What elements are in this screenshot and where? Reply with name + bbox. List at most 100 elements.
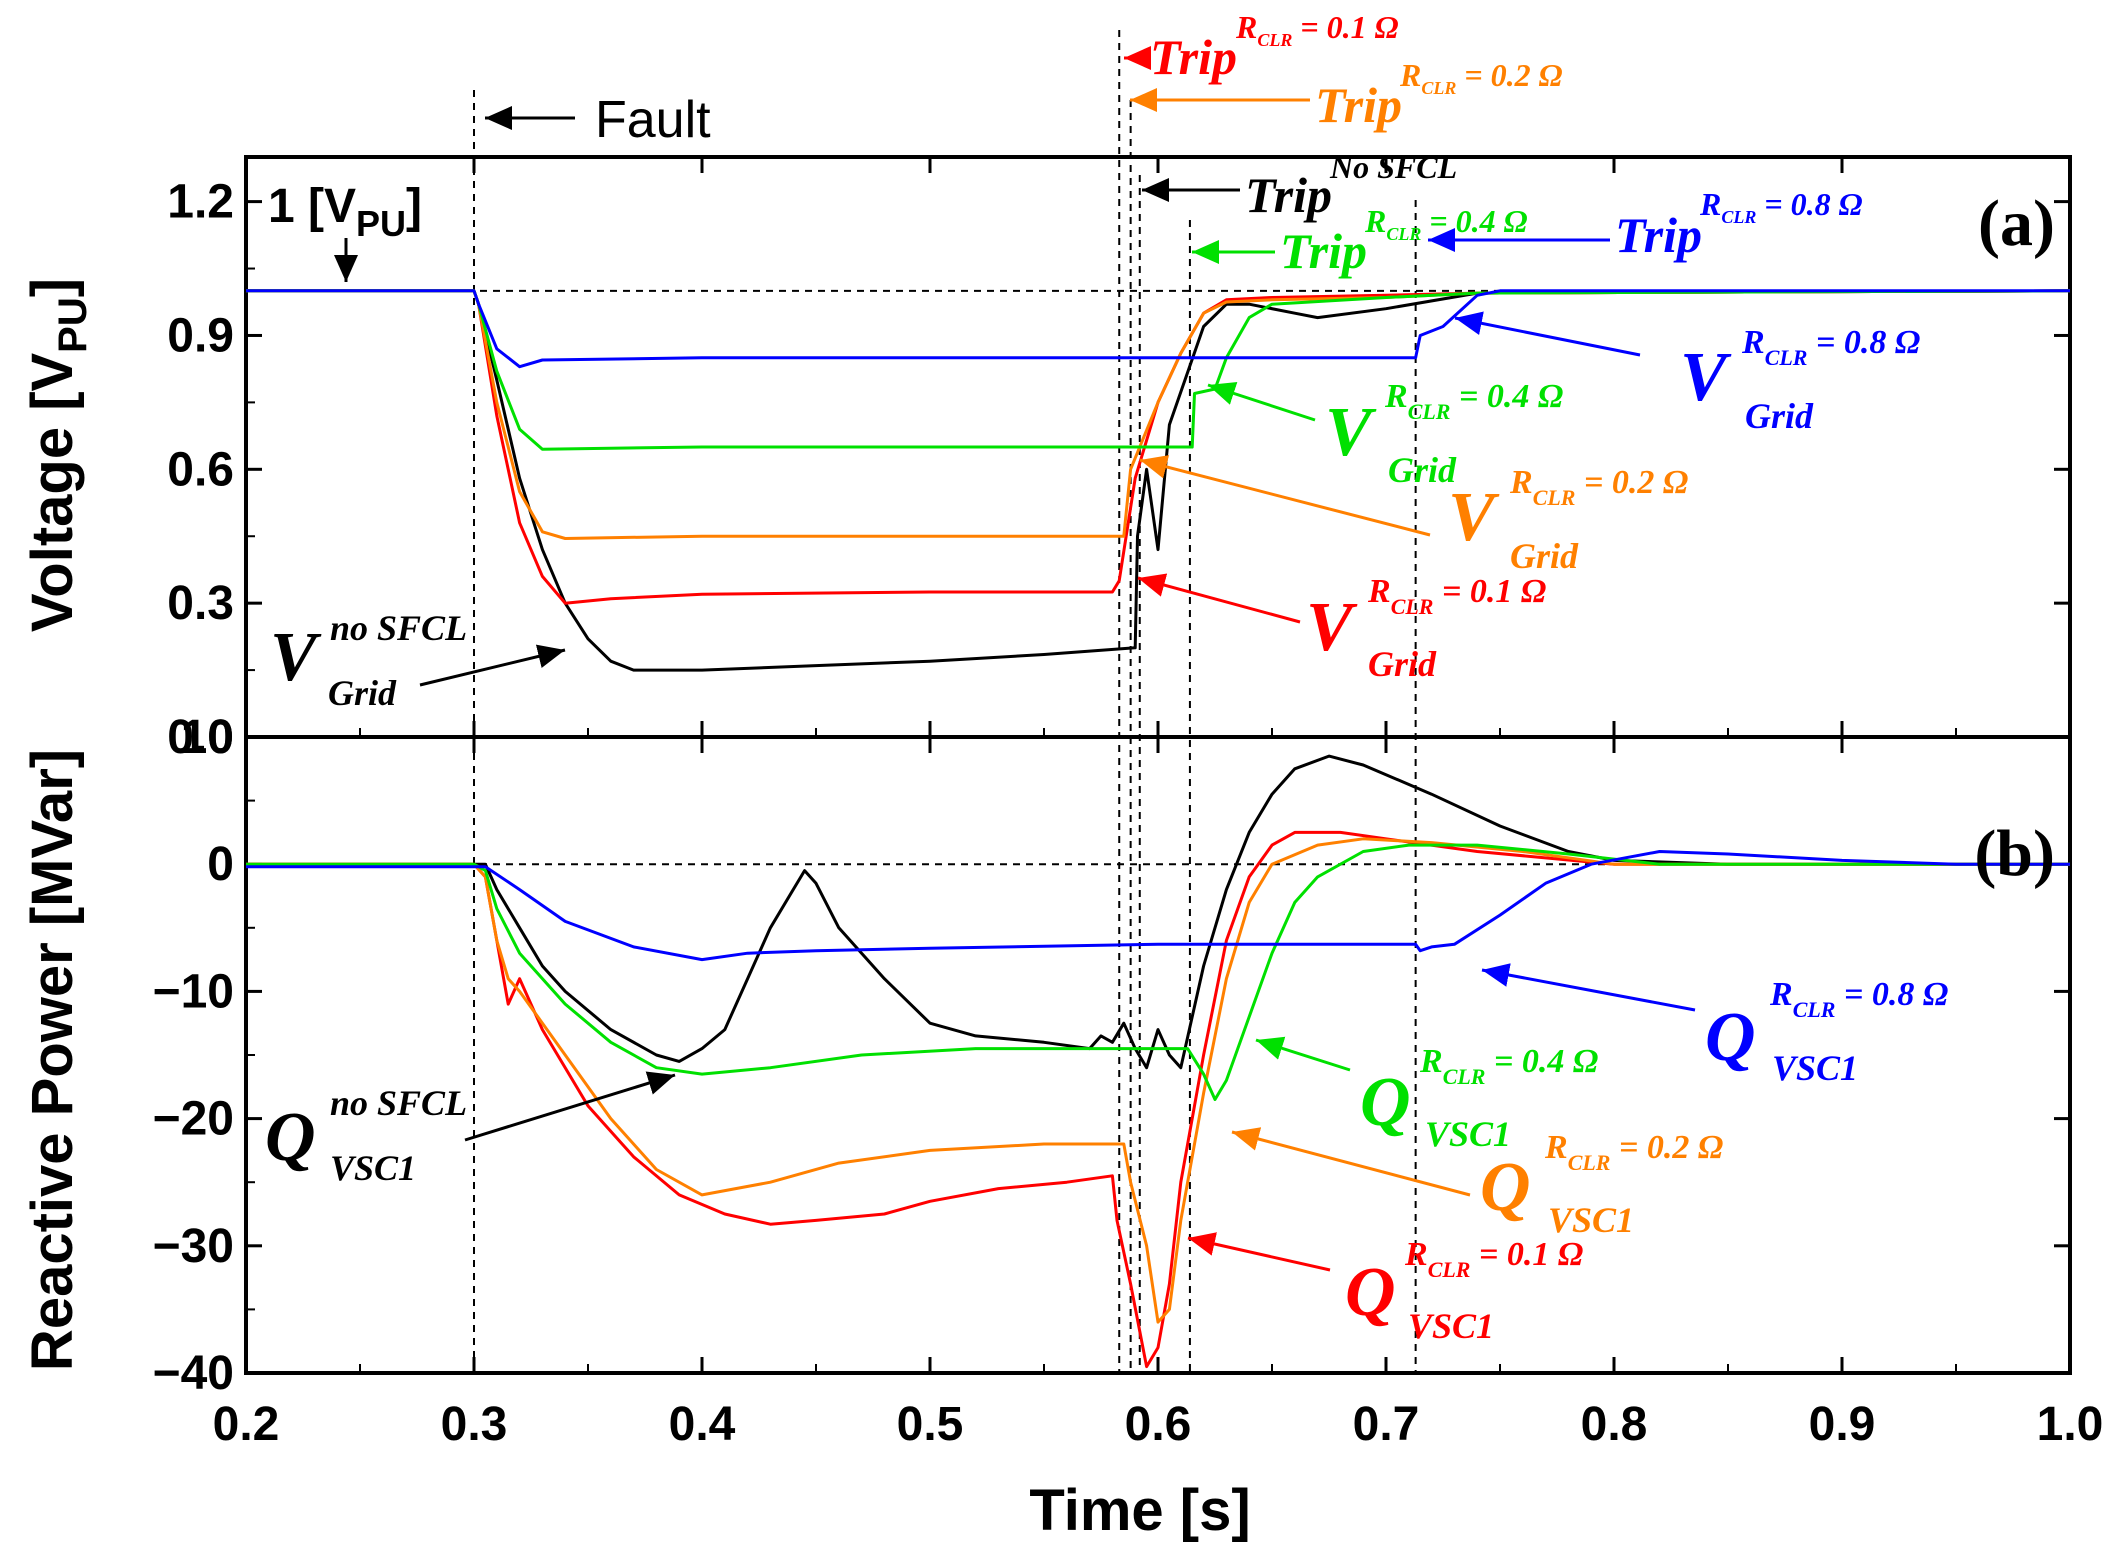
y-tick-label-a-4: 1.2 bbox=[167, 176, 234, 229]
series-b-r01 bbox=[246, 830, 2070, 1369]
svg-text:RCLR = 0.2 Ω: RCLR = 0.2 Ω bbox=[1544, 1129, 1723, 1175]
y-tick-label-a-3: 0.9 bbox=[167, 309, 234, 362]
q-r01-label: Q RCLR = 0.1 Ω VSC1 bbox=[1187, 1232, 1583, 1346]
q-no-sfcl-arrow bbox=[464, 1071, 676, 1142]
svg-text:No SFCL: No SFCL bbox=[1329, 149, 1457, 185]
svg-text:Q: Q bbox=[265, 1099, 316, 1176]
x-axis-label: Time [s] bbox=[1029, 1478, 1250, 1543]
svg-text:no SFCL: no SFCL bbox=[330, 608, 467, 648]
q-r08-label: Q RCLR = 0.8 Ω VSC1 bbox=[1481, 963, 1948, 1088]
svg-text:VSC1: VSC1 bbox=[330, 1148, 416, 1188]
series-b-r02 bbox=[246, 837, 2070, 1324]
y-tick-label-a-0: 0.0 bbox=[167, 711, 234, 764]
trip-r01-annotation: Trip RCLR = 0.1 Ω bbox=[1124, 9, 1399, 85]
svg-text:VSC1: VSC1 bbox=[1408, 1306, 1494, 1346]
svg-text:RCLR = 0.8 Ω: RCLR = 0.8 Ω bbox=[1769, 976, 1948, 1022]
series-a-r08 bbox=[246, 289, 2070, 369]
reference-label: 1 [VPU] bbox=[268, 180, 422, 244]
v-r02-label: V RCLR = 0.2 Ω Grid bbox=[1139, 455, 1688, 576]
x-tick-label-5: 0.7 bbox=[1353, 1398, 1420, 1451]
y-tick-label-b-2: −10 bbox=[153, 965, 234, 1018]
y-tick-label-b-1: 0 bbox=[207, 838, 234, 891]
series-a-r04 bbox=[246, 289, 2071, 451]
x-tick-label-6: 0.8 bbox=[1581, 1398, 1648, 1451]
svg-text:Q: Q bbox=[1360, 1064, 1411, 1141]
v-no-sfcl-arrow bbox=[419, 644, 566, 687]
svg-text:Grid: Grid bbox=[1745, 396, 1814, 436]
q-r04-label: Q RCLR = 0.4 Ω VSC1 bbox=[1255, 1036, 1598, 1154]
q-no-sfcl-label: Q no SFCL VSC1 bbox=[265, 1071, 676, 1188]
x-tick-label-8: 1.0 bbox=[2037, 1398, 2104, 1451]
svg-text:V: V bbox=[1680, 339, 1732, 416]
y-tick-label-a-1: 0.3 bbox=[167, 577, 234, 630]
svg-text:VSC1: VSC1 bbox=[1548, 1200, 1634, 1240]
svg-text:V: V bbox=[1448, 479, 1500, 556]
x-tick-label-0: 0.2 bbox=[213, 1398, 280, 1451]
svg-text:Trip: Trip bbox=[1315, 77, 1402, 133]
svg-text:V: V bbox=[270, 619, 322, 696]
v-r01-label: V RCLR = 0.1 Ω Grid bbox=[1137, 573, 1546, 684]
series-a-r02 bbox=[246, 289, 2071, 540]
y-tick-label-b-3: −20 bbox=[153, 1093, 234, 1146]
svg-text:Trip: Trip bbox=[1245, 167, 1332, 223]
svg-text:Grid: Grid bbox=[328, 673, 397, 713]
series-a-r01 bbox=[246, 289, 2071, 605]
svg-text:RCLR = 0.4 Ω: RCLR = 0.4 Ω bbox=[1364, 203, 1528, 244]
v-r01-arrow bbox=[1137, 573, 1301, 624]
svg-text:Grid: Grid bbox=[1368, 644, 1437, 684]
v-r02-arrow bbox=[1139, 455, 1431, 537]
svg-text:Q: Q bbox=[1480, 1149, 1531, 1226]
svg-text:RCLR = 0.1 Ω: RCLR = 0.1 Ω bbox=[1367, 573, 1546, 619]
svg-text:Trip: Trip bbox=[1280, 223, 1367, 279]
v-r04-label: V RCLR = 0.4 Ω Grid bbox=[1207, 378, 1563, 490]
y-tick-label-b-0: 10 bbox=[181, 711, 234, 764]
svg-text:RCLR = 0.2 Ω: RCLR = 0.2 Ω bbox=[1399, 57, 1563, 98]
y-axis-label-b: Reactive Power [MVar] bbox=[20, 749, 85, 1371]
panel-b-label: (b) bbox=[1974, 817, 2055, 890]
svg-text:RCLR = 0.4 Ω: RCLR = 0.4 Ω bbox=[1384, 378, 1563, 424]
axis-ticks: 0.0 0.3 0.6 0.9 1.2 10 0 −10 −20 −30 −400.2 0.3 0.4 0… bbox=[153, 157, 2104, 1451]
q-r01-arrow bbox=[1187, 1232, 1331, 1272]
svg-text:RCLR = 0.8 Ω: RCLR = 0.8 Ω bbox=[1699, 186, 1863, 227]
guide-lines bbox=[246, 30, 2070, 1373]
x-tick-label-3: 0.5 bbox=[897, 1398, 964, 1451]
v-r08-label: V RCLR = 0.8 Ω Grid bbox=[1454, 311, 1920, 436]
series-lines bbox=[246, 289, 2071, 1369]
svg-text:Q: Q bbox=[1345, 1254, 1396, 1331]
y-axis-label-a: Voltage [VPU] bbox=[20, 278, 95, 632]
panel-a-label: (a) bbox=[1978, 187, 2055, 260]
q-r08-arrow bbox=[1481, 963, 1696, 1012]
svg-text:VSC1: VSC1 bbox=[1425, 1114, 1511, 1154]
trip-no-sfcl-annotation: Trip No SFCL bbox=[1142, 149, 1457, 223]
svg-text:RCLR = 0.4 Ω: RCLR = 0.4 Ω bbox=[1419, 1043, 1598, 1089]
svg-text:RCLR = 0.1 Ω: RCLR = 0.1 Ω bbox=[1235, 9, 1399, 50]
x-tick-label-2: 0.4 bbox=[669, 1398, 736, 1451]
v-r08-arrow bbox=[1454, 311, 1641, 357]
trip-r08-annotation: Trip RCLR = 0.8 Ω bbox=[1428, 186, 1863, 263]
svg-text:Grid: Grid bbox=[1510, 536, 1579, 576]
svg-text:VSC1: VSC1 bbox=[1772, 1048, 1858, 1088]
trip-r02-annotation: Trip RCLR = 0.2 Ω bbox=[1130, 57, 1563, 133]
q-r04-arrow bbox=[1255, 1036, 1351, 1072]
svg-text:RCLR = 0.2 Ω: RCLR = 0.2 Ω bbox=[1509, 464, 1688, 510]
v-r04-arrow bbox=[1207, 381, 1316, 422]
trip-r04-annotation: Trip RCLR = 0.4 Ω bbox=[1192, 203, 1528, 279]
y-tick-label-b-4: −30 bbox=[153, 1220, 234, 1273]
x-tick-label-7: 0.9 bbox=[1809, 1398, 1876, 1451]
q-r02-arrow bbox=[1231, 1127, 1471, 1197]
v-no-sfcl-label: V no SFCL Grid bbox=[270, 608, 566, 713]
svg-text:no SFCL: no SFCL bbox=[330, 1083, 467, 1123]
svg-text:Grid: Grid bbox=[1388, 450, 1457, 490]
y-tick-label-a-2: 0.6 bbox=[167, 443, 234, 496]
y-tick-label-b-5: −40 bbox=[153, 1347, 234, 1400]
svg-text:RCLR = 0.8 Ω: RCLR = 0.8 Ω bbox=[1741, 324, 1920, 370]
svg-text:Q: Q bbox=[1705, 999, 1756, 1076]
series-b-r08 bbox=[246, 850, 2070, 962]
svg-text:Trip: Trip bbox=[1615, 207, 1702, 263]
svg-text:Trip: Trip bbox=[1150, 29, 1237, 85]
svg-text:V: V bbox=[1325, 394, 1377, 471]
x-tick-label-4: 0.6 bbox=[1125, 1398, 1192, 1451]
q-r02-label: Q RCLR = 0.2 Ω VSC1 bbox=[1231, 1127, 1723, 1240]
svg-text:RCLR = 0.1 Ω: RCLR = 0.1 Ω bbox=[1404, 1236, 1583, 1282]
